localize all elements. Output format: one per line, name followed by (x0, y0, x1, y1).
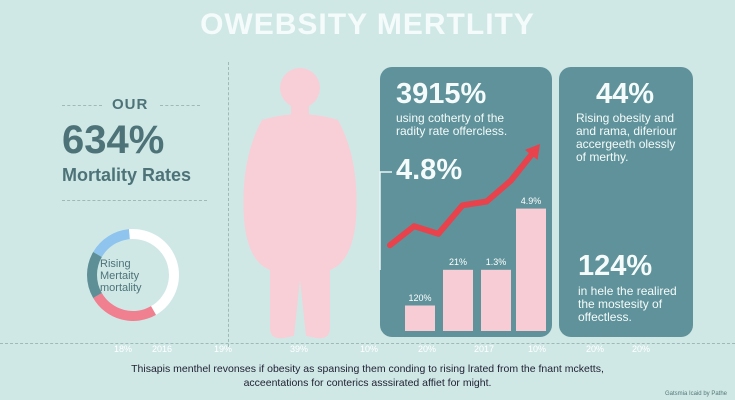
x-tick-label: 20% (586, 344, 605, 354)
donut-segment (93, 293, 156, 321)
caption-line: Thisapis menthel revonses if obesity as … (131, 363, 604, 375)
bar-label: 4.9% (520, 195, 542, 206)
divider-vertical (228, 62, 229, 347)
right-text-line: Rising obesity and (576, 111, 675, 125)
x-tick-label: 2016 (152, 344, 173, 354)
center-text-line: using cotherty of the (396, 111, 505, 125)
divider-horizontal (0, 343, 735, 344)
x-tick-label: 20% (418, 344, 437, 354)
donut-label-line: mortality (100, 282, 142, 294)
bar (481, 269, 511, 331)
x-tick-label: 10% (528, 344, 547, 354)
x-tick-label: 20% (632, 344, 651, 354)
bar (443, 269, 473, 331)
right-headline: 44% (596, 78, 655, 110)
right-bottom-line: in hele the realired (578, 284, 677, 298)
donut-label: Rising Mertaity mortality (100, 258, 168, 294)
body-silhouette-icon (243, 68, 357, 339)
divider-short (160, 105, 200, 106)
right-text-line: and rama, diferiour (576, 124, 677, 138)
eyebrow-label: OUR (112, 96, 149, 113)
x-tick-label: 10% (360, 344, 379, 354)
trend-line (387, 147, 538, 249)
x-tick-label: 2017 (474, 344, 495, 354)
bar-label: 1.3% (485, 256, 507, 267)
right-text: Rising obesity and and rama, diferiour a… (576, 112, 688, 164)
bar (405, 305, 435, 331)
bar-label: 21% (448, 256, 467, 267)
donut-segment (93, 229, 130, 257)
bar (516, 208, 546, 331)
center-headline: 3915% (396, 78, 487, 110)
caption: Thisapis menthel revonses if obesity as … (0, 362, 735, 390)
trend-arrowhead (525, 143, 540, 160)
divider-short (62, 105, 102, 106)
right-bottom-line: the mostesity of (578, 297, 663, 311)
caption-line: acceentations for conterics asssirated a… (243, 377, 492, 389)
credit: Gatsmia Icaid by Pathe (664, 391, 727, 397)
x-tick-label: 18% (114, 344, 133, 354)
right-text-line: accergeeth olessly (576, 137, 676, 151)
right-bottom-text: in hele the realired the mostesity of of… (578, 285, 690, 324)
divider-short (62, 200, 207, 201)
donut-label-line: Mertaity (100, 270, 140, 282)
headline-value: 634% (62, 118, 165, 162)
donut-segment (87, 252, 102, 298)
right-bottom-line: offectless. (578, 310, 632, 324)
right-bottom-value: 124% (578, 250, 653, 282)
donut-label-line: Rising (100, 258, 131, 270)
right-panel (559, 67, 693, 337)
headline-label: Mortality Rates (62, 165, 192, 185)
center-mid-value: 4.8% (396, 154, 463, 186)
center-text-line: radity rate offercless. (396, 124, 508, 138)
center-text: using cotherty of the radity rate offerc… (396, 112, 507, 138)
right-text-line: of merthy. (576, 150, 629, 164)
x-tick-label: 19% (214, 344, 233, 354)
bar-label: 120% (408, 292, 432, 303)
donut-segment (128, 229, 179, 315)
donut-chart (87, 229, 179, 321)
x-tick-label: 39% (290, 344, 309, 354)
callout-connector (379, 171, 392, 270)
page-title: OWEBSITY MERTLITY (200, 8, 535, 41)
bar-group (405, 208, 546, 331)
